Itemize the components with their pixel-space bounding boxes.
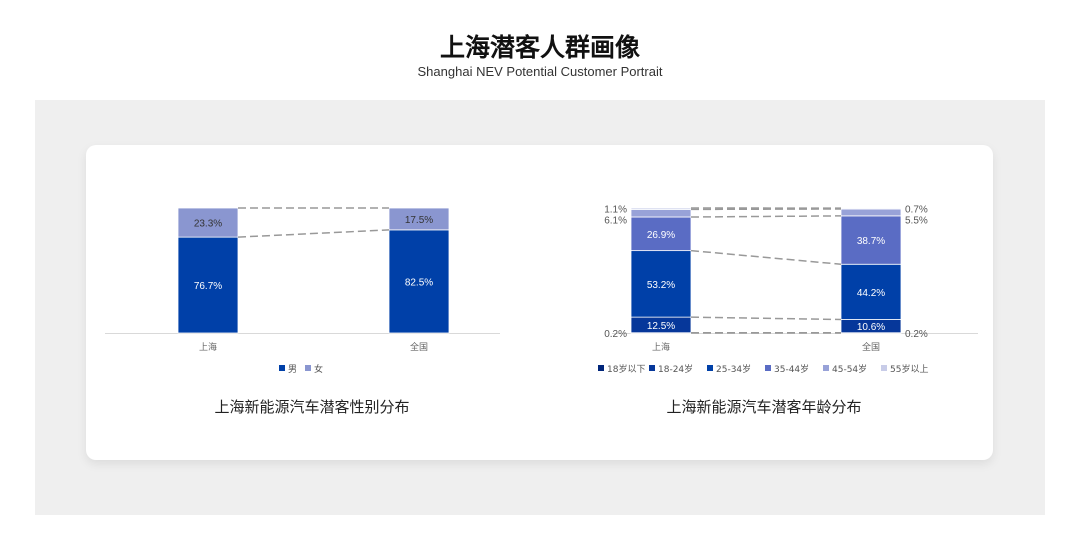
data-label: 1.1% — [604, 205, 627, 216]
data-label: 5.5% — [905, 216, 928, 227]
legend-label: 女 — [314, 363, 323, 375]
data-label: 0.2% — [604, 329, 627, 340]
data-label: 6.1% — [604, 216, 627, 227]
legend-swatch — [649, 365, 655, 371]
connector-line — [690, 215, 842, 218]
legend-label: 35-44岁 — [774, 363, 809, 375]
bar-segment — [177, 236, 239, 334]
connector-line — [237, 229, 390, 238]
legend-label: 男 — [288, 364, 297, 375]
bar-segment — [177, 207, 239, 238]
legend-label: 55岁以上 — [890, 363, 928, 375]
bar-segment — [388, 229, 450, 334]
age-chart-title: 上海新能源汽车潜客年龄分布 — [666, 398, 862, 416]
legend-swatch — [881, 365, 887, 371]
legend-swatch — [305, 365, 311, 371]
data-label: 10.6% — [857, 322, 885, 333]
bar-segment — [630, 216, 692, 252]
data-label: 12.5% — [647, 321, 675, 332]
data-label: 76.7% — [194, 281, 222, 292]
legend-label: 45-54岁 — [832, 363, 867, 375]
bar-segment — [630, 207, 692, 210]
bar-segment — [388, 207, 450, 231]
page-subtitle: Shanghai NEV Potential Customer Portrait — [417, 64, 663, 79]
data-label: 44.2% — [857, 288, 885, 299]
data-label: 0.2% — [905, 329, 928, 340]
bar-segment — [840, 207, 902, 210]
data-label: 82.5% — [405, 277, 433, 288]
x-tick-label: 全国 — [410, 341, 428, 353]
legend-swatch — [765, 365, 771, 371]
bar-segment — [840, 263, 902, 320]
bar-segment — [630, 250, 692, 318]
bar-segment — [840, 208, 902, 217]
x-tick-label: 上海 — [652, 341, 670, 353]
legend-label: 25-34岁 — [716, 363, 751, 375]
legend-label: 18-24岁 — [658, 363, 693, 375]
x-tick-label: 全国 — [862, 341, 880, 353]
legend-label: 18岁以下 — [607, 363, 645, 375]
data-label: 53.2% — [647, 280, 675, 291]
data-label: 26.9% — [647, 230, 675, 241]
legend-swatch — [279, 365, 285, 371]
x-tick-label: 上海 — [199, 341, 217, 353]
legend-swatch — [598, 365, 604, 371]
page-title: 上海潜客人群画像 — [439, 33, 640, 62]
data-label: 17.5% — [405, 215, 433, 226]
connector-line — [690, 316, 842, 321]
data-label: 0.7% — [905, 205, 928, 216]
bar-segment — [630, 208, 692, 218]
connector-line — [690, 249, 842, 265]
legend-swatch — [823, 365, 829, 371]
data-label: 23.3% — [194, 219, 222, 230]
bar-segment — [840, 215, 902, 265]
legend-swatch — [707, 365, 713, 371]
gender-chart-title: 上海新能源汽车潜客性别分布 — [214, 398, 410, 416]
data-label: 38.7% — [857, 236, 885, 247]
